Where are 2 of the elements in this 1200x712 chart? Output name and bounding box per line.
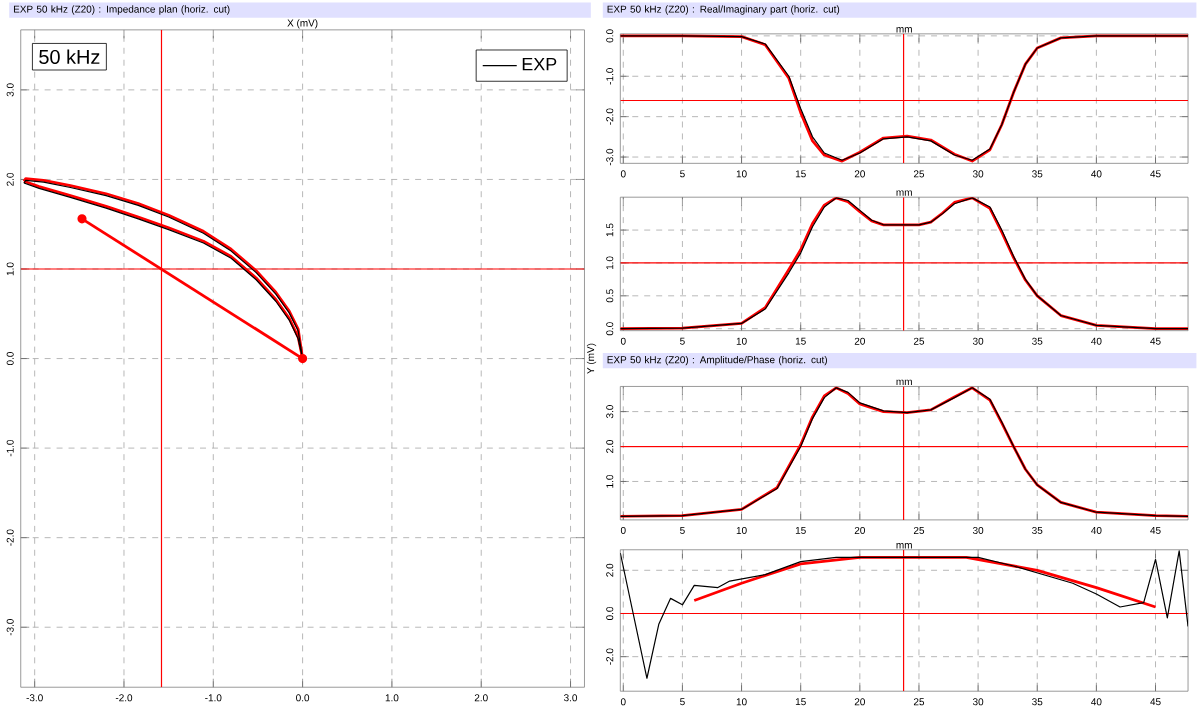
annotation: 50 kHz xyxy=(39,49,100,65)
legend-label: EXP xyxy=(522,57,557,71)
